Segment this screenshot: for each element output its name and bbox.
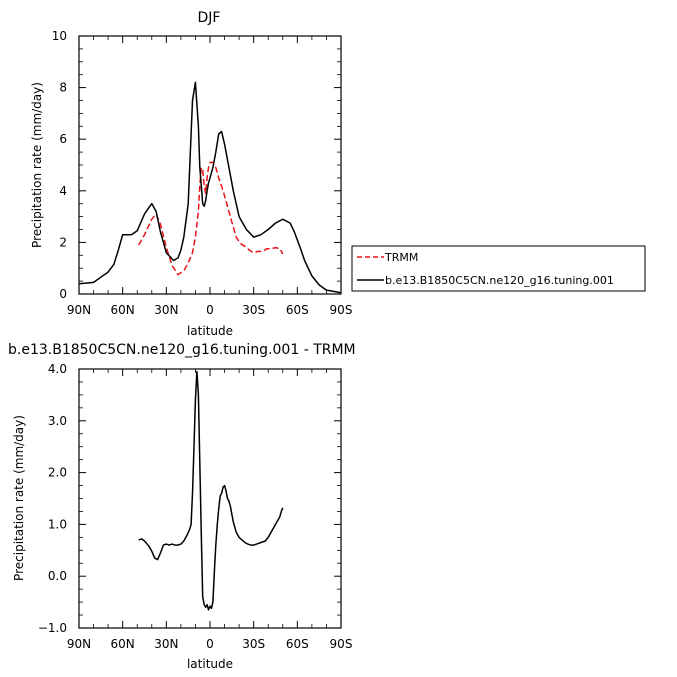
bottom-chart-title: b.e13.B1850C5CN.ne120_g16.tuning.001 - T… [8,342,356,358]
legend: TRMM b.e13.B1850C5CN.ne120_g16.tuning.00… [351,245,646,292]
legend-label-model: b.e13.B1850C5CN.ne120_g16.tuning.001 [385,274,614,287]
bottom-series-lines [138,370,284,611]
top-x-axis-label: latitude [187,324,233,338]
top-y-tick-label: 2 [59,235,67,249]
top-series-line-1 [78,81,342,294]
bottom-x-tick-label: 60N [111,637,135,651]
top-panel: DJF 0 2 4 6 8 10 90N 60N 30N 0 30S 60S 90S latitude… [30,10,352,338]
top-y-tick-label: 8 [59,81,67,95]
bottom-x-tick-label: 60S [286,637,309,651]
bottom-y-ticks: −1.0 0.0 1.0 2.0 3.0 4.0 [38,362,341,635]
legend-box [351,245,646,292]
top-x-tick-label: 30N [154,303,178,317]
top-y-tick-label: 0 [59,287,67,301]
top-x-tick-label: 60N [111,303,135,317]
bottom-y-tick-label: 4.0 [48,362,67,376]
top-chart-title: DJF [198,10,221,26]
top-series-line-0 [138,161,284,276]
top-x-tick-label: 0 [206,303,214,317]
top-series-lines [78,81,342,294]
top-x-tick-label: 30S [242,303,265,317]
bottom-x-tick-label: 0 [206,637,214,651]
top-x-tick-label: 90N [67,303,91,317]
bottom-x-tick-label: 30S [242,637,265,651]
top-y-axis-label: Precipitation rate (mm/day) [30,82,44,248]
top-y-ticks: 0 2 4 6 8 10 [52,29,341,301]
top-x-tick-label: 90S [330,303,353,317]
top-plot-frame [78,35,342,295]
bottom-y-tick-label: 1.0 [48,517,67,531]
top-x-tick-label: 60S [286,303,309,317]
bottom-panel: b.e13.B1850C5CN.ne120_g16.tuning.001 - T… [8,342,356,671]
top-y-tick-label: 10 [52,29,67,43]
bottom-x-tick-label: 30N [154,637,178,651]
bottom-y-tick-label: 0.0 [48,569,67,583]
bottom-series-line-0 [138,370,284,611]
bottom-y-tick-label: 2.0 [48,466,67,480]
bottom-x-axis-label: latitude [187,657,233,671]
top-y-tick-label: 4 [59,184,67,198]
bottom-x-ticks: 90N 60N 30N 0 30S 60S 90S [67,369,353,651]
top-x-ticks: 90N 60N 30N 0 30S 60S 90S [67,36,353,317]
top-y-tick-label: 6 [59,132,67,146]
bottom-x-tick-label: 90S [330,637,353,651]
bottom-y-tick-label: 3.0 [48,414,67,428]
bottom-y-axis-label: Precipitation rate (mm/day) [12,415,26,581]
bottom-plot-frame [78,368,342,629]
bottom-x-tick-label: 90N [67,637,91,651]
bottom-y-tick-label: −1.0 [38,621,67,635]
legend-label-trmm: TRMM [384,251,418,264]
